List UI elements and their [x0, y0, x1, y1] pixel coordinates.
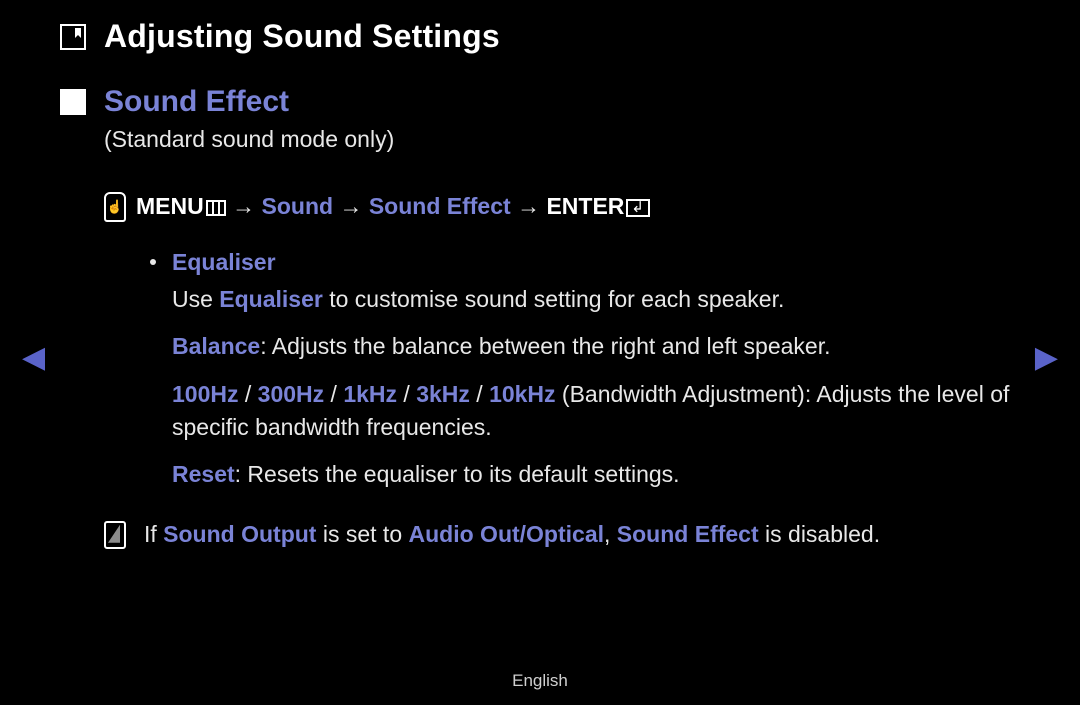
bullet-icon — [150, 259, 156, 265]
equaliser-keyword: Equaliser — [219, 286, 323, 312]
freq-3khz: 3kHz — [416, 381, 470, 407]
text: : Adjusts the balance between the right … — [260, 333, 830, 359]
freq-1khz: 1kHz — [343, 381, 397, 407]
sep: / — [470, 381, 489, 407]
kw-sound-effect: Sound Effect — [617, 521, 759, 547]
touch-icon: ☝ — [104, 192, 126, 222]
menu-path: ☝ MENU → Sound → Sound Effect → ENTER — [104, 190, 1020, 223]
section-title-block: Sound Effect (Standard sound mode only) — [104, 85, 394, 156]
page-title: Adjusting Sound Settings — [104, 18, 500, 55]
prev-page-arrow[interactable]: ◀ — [22, 340, 45, 375]
equaliser-block: Equaliser Use Equaliser to customise sou… — [150, 246, 1020, 492]
balance-line: Balance: Adjusts the balance between the… — [172, 330, 1020, 363]
menu-path-text: MENU → Sound → Sound Effect → ENTER — [136, 190, 650, 223]
section-header: Sound Effect (Standard sound mode only) — [60, 85, 1020, 156]
freq-300hz: 300Hz — [258, 381, 324, 407]
section-subtitle: (Standard sound mode only) — [104, 123, 394, 156]
manual-page: Adjusting Sound Settings Sound Effect (S… — [0, 0, 1080, 705]
arrow-sep: → — [232, 193, 255, 219]
freq-10khz: 10kHz — [489, 381, 555, 407]
note-block: If Sound Output is set to Audio Out/Opti… — [104, 518, 1020, 551]
sep: / — [238, 381, 257, 407]
bookmark-icon — [60, 24, 86, 50]
square-icon — [60, 89, 86, 115]
path-sound: Sound — [262, 193, 334, 219]
arrow-sep: → — [517, 193, 540, 219]
note-icon — [104, 521, 126, 549]
kw-sound-output: Sound Output — [163, 521, 316, 547]
menu-label: MENU — [136, 193, 204, 219]
text: to customise sound setting for each spea… — [323, 286, 785, 312]
path-sound-effect: Sound Effect — [369, 193, 511, 219]
enter-label: ENTER — [546, 193, 624, 219]
next-page-arrow[interactable]: ▶ — [1035, 340, 1058, 375]
text: is set to — [316, 521, 408, 547]
reset-line: Reset: Resets the equaliser to its defau… — [172, 458, 1020, 491]
arrow-sep: → — [339, 193, 362, 219]
equaliser-desc: Use Equaliser to customise sound setting… — [172, 283, 1020, 316]
text: Use — [172, 286, 219, 312]
freq-100hz: 100Hz — [172, 381, 238, 407]
kw-audio-out: Audio Out/Optical — [409, 521, 605, 547]
balance-label: Balance — [172, 333, 260, 359]
enter-glyph-icon — [626, 199, 650, 217]
sep: / — [397, 381, 416, 407]
sep: / — [324, 381, 343, 407]
menu-glyph-icon — [206, 200, 226, 216]
note-text: If Sound Output is set to Audio Out/Opti… — [144, 518, 880, 551]
footer-language: English — [0, 671, 1080, 691]
text: , — [604, 521, 617, 547]
freq-line: 100Hz / 300Hz / 1kHz / 3kHz / 10kHz (Ban… — [172, 378, 1020, 445]
equaliser-content: Equaliser Use Equaliser to customise sou… — [172, 246, 1020, 492]
equaliser-heading: Equaliser — [172, 246, 1020, 279]
text: is disabled. — [759, 521, 880, 547]
reset-label: Reset — [172, 461, 235, 487]
text: If — [144, 521, 163, 547]
text: : Resets the equaliser to its default se… — [235, 461, 680, 487]
section-title: Sound Effect — [104, 85, 394, 119]
page-header: Adjusting Sound Settings — [60, 18, 1020, 55]
